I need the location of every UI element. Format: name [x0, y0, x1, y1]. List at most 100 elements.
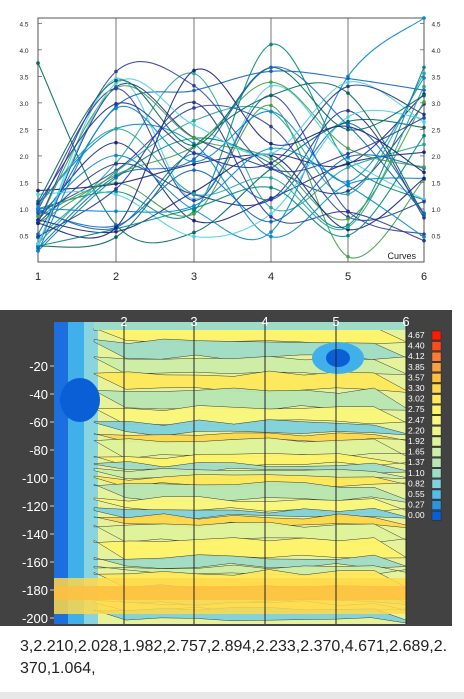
curves-chart-ticks: 1 2 3 4 5 6 0.5 0.5 1.0 1.0 1.5 1.5 2.0 2.0 2.5 2.5 3.0 3…: [19, 21, 440, 283]
x-tick-label: 4: [268, 271, 274, 283]
curve-point: [114, 102, 118, 106]
curve-point: [192, 71, 196, 76]
curve-point: [269, 109, 273, 114]
curve-point: [269, 141, 273, 146]
curve-point: [36, 201, 40, 206]
curve-point: [269, 69, 273, 74]
contour-x-tick-label: 2: [120, 314, 127, 329]
curve-point: [346, 115, 350, 119]
curve-point: [36, 234, 40, 239]
curve-point: [114, 192, 118, 197]
colorbar-label: 0.00: [408, 510, 425, 520]
curve-point: [192, 209, 196, 213]
colorbar-swatch: [431, 394, 442, 404]
curve-point: [269, 230, 273, 234]
contour-band: [54, 586, 406, 600]
data-readout: 3,2.210,2.028,1.982,2.757,2.894,2.233,2.…: [20, 638, 448, 677]
curve-point: [114, 187, 118, 191]
curve-point: [346, 183, 350, 188]
curve-point: [346, 119, 350, 124]
curve-point: [114, 229, 118, 234]
curve-point: [192, 123, 196, 127]
curve-point: [269, 151, 273, 156]
colorbar-swatch: [431, 341, 442, 351]
colorbar: 4.674.404.123.853.573.303.022.752.472.20…: [408, 330, 442, 521]
contour-panel: 2 3 4 5 6 -20 -40 -60 -80 -100 -120 -140 -160 -180 -20…: [0, 310, 452, 626]
curve-point: [422, 212, 426, 216]
colorbar-swatch: [431, 383, 442, 394]
colorbar-label: 1.92: [408, 436, 425, 446]
curve-point: [192, 151, 196, 155]
curve-point: [192, 83, 196, 88]
curve-point: [192, 136, 196, 140]
y-tick-label-right: 4.5: [431, 21, 440, 28]
contour-ticks: 2 3 4 5 6 -20 -40 -60 -80 -100 -120 -140 -160 -180 -20…: [22, 314, 410, 626]
colorbar-label: 2.47: [408, 415, 425, 425]
curve-point: [346, 210, 350, 214]
curve-point: [422, 71, 426, 76]
curve-point: [114, 174, 118, 178]
y-tick-label-left: 1.0: [19, 207, 28, 214]
y-tick-label-left: 0.5: [19, 233, 28, 240]
colorbar-swatch: [431, 457, 442, 468]
curve-point: [36, 232, 40, 236]
contour-y-tick-label: -100: [22, 471, 48, 486]
colorbar-swatch: [431, 415, 442, 426]
colorbar-swatch: [431, 362, 442, 372]
colorbar-label: 1.10: [408, 468, 425, 478]
colorbar-swatch: [431, 447, 442, 457]
curve-point: [346, 84, 350, 89]
curve-point: [269, 146, 273, 151]
curve-line: [37, 154, 425, 228]
curve-point: [192, 100, 196, 105]
curve-point: [36, 188, 40, 193]
y-tick-label-right: 2.5: [431, 127, 440, 134]
contour-y-tick-label: -180: [22, 583, 48, 598]
curve-point: [346, 233, 350, 238]
curve-point: [269, 80, 273, 84]
contour-chart: 2 3 4 5 6 -20 -40 -60 -80 -100 -120 -140 -160 -180 -20…: [22, 314, 442, 626]
curve-point: [192, 159, 196, 164]
curve-point: [269, 65, 273, 70]
colorbar-swatch: [431, 404, 442, 415]
curve-point: [422, 165, 426, 169]
y-tick-label-left: 2.5: [19, 127, 28, 134]
x-tick-label: 5: [345, 271, 351, 283]
curve-point: [269, 215, 273, 219]
colorbar-label: 3.02: [408, 394, 425, 404]
curve-point: [346, 189, 350, 193]
colorbar-label: 4.12: [408, 351, 425, 361]
curve-point: [422, 133, 426, 138]
curve-line: [37, 66, 425, 249]
colorbar-swatch: [431, 426, 442, 436]
curve-point: [422, 76, 426, 80]
curve-point: [269, 219, 273, 224]
curve-point: [114, 182, 118, 186]
contour-y-tick-label: -20: [29, 359, 48, 374]
colorbar-label: 0.82: [408, 478, 425, 488]
colorbar-swatch: [431, 373, 442, 383]
curve-point: [269, 103, 273, 108]
curve-point: [114, 86, 118, 91]
y-tick-label-right: 1.0: [431, 207, 440, 214]
curve-point: [192, 192, 196, 196]
curve-point: [422, 125, 426, 130]
y-tick-label-left: 4.5: [19, 21, 28, 28]
y-tick-label-right: 4.0: [431, 48, 440, 55]
curve-point: [422, 112, 426, 117]
curve-point: [346, 162, 350, 166]
curve-point: [346, 192, 350, 196]
colorbar-label: 0.27: [408, 500, 425, 510]
curve-point: [269, 176, 273, 180]
curves-chart-series: [36, 16, 426, 259]
contour-y-tick-label: -160: [22, 555, 48, 570]
x-tick-label: 3: [191, 271, 197, 283]
contour-blob: [60, 378, 100, 422]
colorbar-swatch: [431, 500, 442, 510]
curves-legend-label: Curves: [387, 251, 416, 261]
colorbar-label: 1.37: [408, 457, 425, 467]
contour-y-tick-label: -140: [22, 527, 48, 542]
colorbar-swatch: [431, 468, 442, 479]
x-tick-label: 2: [113, 271, 119, 283]
curve-point: [269, 124, 273, 129]
